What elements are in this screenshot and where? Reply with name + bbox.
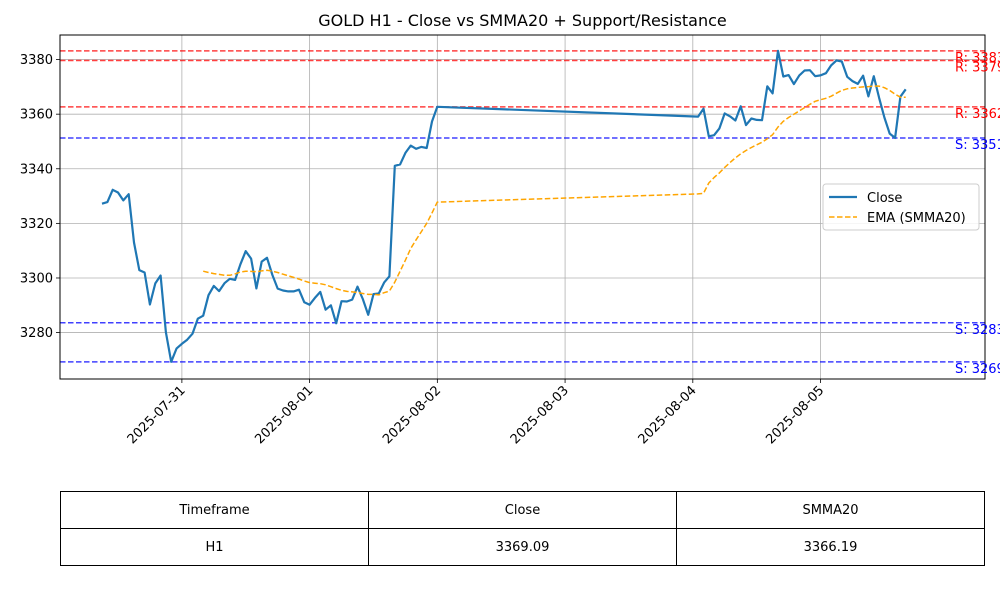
- table-cell-close: 3369.09: [368, 528, 677, 566]
- resistance-label: R: 3379.68: [955, 60, 1000, 75]
- y-tick-label: 3360: [20, 108, 53, 123]
- chart: GOLD H1 - Close vs SMMA20 + Support/Resi…: [20, 11, 1000, 447]
- table-cell-timeframe: H1: [60, 528, 369, 566]
- chart-title: GOLD H1 - Close vs SMMA20 + Support/Resi…: [318, 11, 727, 30]
- x-tick-label: 2025-08-01: [252, 383, 316, 447]
- table-cell-smma20: 3366.19: [676, 528, 985, 566]
- plot-frame: [59, 34, 986, 380]
- table-header-row: Timeframe Close SMMA20: [60, 491, 985, 529]
- support-label: S: 3351.27: [955, 138, 1000, 153]
- legend-label: EMA (SMMA20): [867, 211, 966, 226]
- grid: [60, 35, 985, 379]
- legend-label: Close: [867, 191, 902, 206]
- y-tick-label: 3300: [20, 271, 53, 286]
- support-resistance-levels: [60, 50, 985, 363]
- y-tick-label: 3320: [20, 217, 53, 232]
- table-header-cell: SMMA20: [676, 491, 985, 529]
- close-line: [101, 49, 907, 363]
- table-row: H1 3369.09 3366.19: [60, 528, 985, 566]
- x-tick-label: 2025-07-31: [125, 383, 189, 447]
- x-tick-label: 2025-08-04: [636, 383, 700, 447]
- legend-box: [822, 183, 980, 231]
- y-axis: 3280 3300 3320 3340 3360 3380: [20, 53, 60, 341]
- legend: Close EMA (SMMA20): [822, 183, 980, 231]
- summary-table: Timeframe Close SMMA20 H1 3369.09 3366.1…: [60, 491, 985, 566]
- y-tick-label: 3340: [20, 162, 53, 177]
- resistance-label: R: 3362.68: [955, 107, 1000, 122]
- x-tick-label: 2025-08-02: [380, 383, 444, 447]
- x-tick-label: 2025-08-03: [508, 383, 572, 447]
- support-label: S: 3283.59: [955, 323, 1000, 338]
- table-header-cell: Close: [368, 491, 677, 529]
- smma20-line: [203, 85, 906, 296]
- x-tick-label: 2025-08-05: [763, 383, 827, 447]
- resistance-label: R: 3383.20: [955, 51, 1000, 66]
- level-labels: R: 3383.20R: 3379.68 R: 3362.68 S: 3351.27…: [955, 51, 1000, 377]
- y-tick-label: 3280: [20, 326, 53, 341]
- y-tick-label: 3380: [20, 53, 53, 68]
- x-axis: 2025-07-31 2025-08-01 2025-08-02 2025-08-03…: [125, 379, 827, 447]
- series: [101, 49, 907, 363]
- support-label: S: 3269.26: [955, 362, 1000, 377]
- table-header-cell: Timeframe: [60, 491, 369, 529]
